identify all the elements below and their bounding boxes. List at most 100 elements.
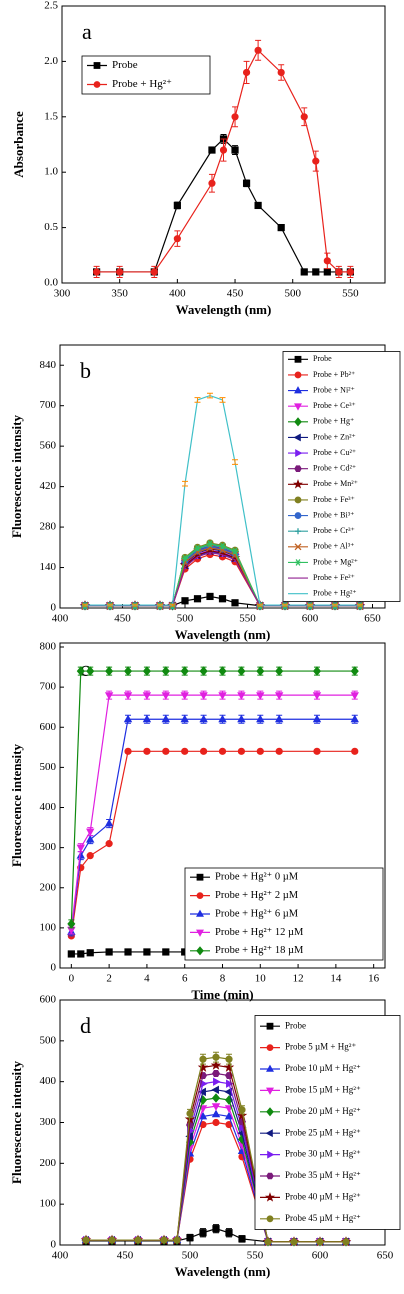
legend-box <box>81 55 211 95</box>
marker <box>86 949 94 957</box>
x-tick-label: 650 <box>364 613 381 625</box>
x-axis-title: Wavelength (nm) <box>175 1264 271 1279</box>
y-tick-label: 400 <box>40 1075 57 1087</box>
error-bar <box>219 397 226 403</box>
legend-label: Probe 35 µM + Hg²⁺ <box>285 1170 361 1180</box>
x-tick-label: 2 <box>106 973 112 985</box>
marker <box>173 1236 181 1244</box>
y-tick-label: 200 <box>40 881 57 893</box>
marker <box>194 544 201 552</box>
marker <box>208 146 216 154</box>
marker <box>256 714 265 723</box>
y-tick-label: 300 <box>40 841 57 853</box>
x-tick-label: 12 <box>293 973 304 985</box>
legend-label: Probe <box>313 354 332 363</box>
x-tick-label: 550 <box>239 613 256 625</box>
marker <box>160 1236 168 1244</box>
marker <box>212 1225 220 1233</box>
y-tick-label: 800 <box>40 641 57 653</box>
marker <box>104 692 114 700</box>
legend-label: Probe + Bi³⁺ <box>313 510 354 519</box>
legend-marker <box>93 62 101 69</box>
marker <box>231 146 239 154</box>
marker <box>211 1093 221 1103</box>
x-tick-label: 400 <box>169 288 186 300</box>
marker <box>67 950 75 958</box>
marker <box>180 692 189 700</box>
marker <box>134 1236 142 1244</box>
error-bar <box>307 603 313 607</box>
error-bar <box>107 603 113 607</box>
marker <box>197 1061 209 1072</box>
legend-box <box>282 351 401 602</box>
marker <box>256 666 265 676</box>
marker <box>211 1085 219 1095</box>
legend-box <box>184 867 384 961</box>
marker <box>256 692 265 700</box>
x-tick-label: 450 <box>227 288 244 300</box>
marker <box>225 1055 233 1063</box>
legend-label: Probe + Ni²⁺ <box>313 385 355 394</box>
y-axis-title: Fluorescence intensity <box>9 415 24 538</box>
legend-label: Probe + Pb²⁺ <box>313 370 355 379</box>
legend-marker <box>196 946 204 956</box>
marker <box>142 692 152 700</box>
y-tick-label: 700 <box>40 399 57 411</box>
marker <box>193 595 202 603</box>
legend-label: Probe + Cd²⁺ <box>313 464 356 473</box>
panel-label: a <box>82 19 92 44</box>
marker <box>219 542 226 550</box>
marker <box>225 1229 233 1237</box>
legend-label: Probe 10 µM + Hg²⁺ <box>285 1063 361 1073</box>
marker <box>242 179 251 187</box>
marker <box>323 257 331 265</box>
marker <box>231 599 239 607</box>
marker <box>198 1087 206 1097</box>
marker <box>242 68 251 77</box>
y-tick-label: 420 <box>40 480 57 492</box>
legend-marker <box>294 465 302 472</box>
x-tick-label: 650 <box>377 1250 394 1262</box>
y-axis-title: Fluorescence intensity <box>9 1061 24 1184</box>
y-tick-label: 1.0 <box>44 166 58 178</box>
x-tick-label: 600 <box>312 1250 329 1262</box>
y-tick-label: 0.0 <box>44 277 58 289</box>
legend-marker <box>265 1192 275 1202</box>
y-tick-label: 700 <box>40 681 57 693</box>
legend-label: Probe + Cu²⁺ <box>313 448 356 457</box>
marker <box>350 692 359 700</box>
legend-marker <box>266 1064 274 1072</box>
error-bar <box>82 603 88 607</box>
legend-marker <box>266 1172 274 1180</box>
error-bar <box>282 603 288 607</box>
x-axis-title: Wavelength (nm) <box>176 302 272 317</box>
marker <box>67 919 76 929</box>
legend-label: Probe + Hg⁺ <box>313 417 354 426</box>
marker <box>237 747 245 755</box>
marker <box>312 268 320 276</box>
x-axis-title: Time (min) <box>191 987 253 1002</box>
legend-label: Probe 20 µM + Hg²⁺ <box>285 1106 361 1116</box>
legend-label: Probe + Hg²⁺ 0 µM <box>215 872 299 883</box>
legend-marker <box>295 449 303 458</box>
marker <box>219 146 228 154</box>
marker <box>105 666 114 676</box>
legend-marker <box>267 1150 275 1159</box>
panel-label: c <box>80 656 90 681</box>
marker <box>212 1118 220 1127</box>
y-tick-label: 400 <box>40 801 57 813</box>
marker <box>206 544 214 552</box>
legend-marker <box>265 1129 273 1138</box>
marker <box>181 554 189 562</box>
marker <box>236 1110 248 1121</box>
legend-marker <box>294 371 302 379</box>
marker <box>162 948 170 956</box>
legend-label: Probe + Hg²⁺ 12 µM <box>215 927 304 938</box>
marker <box>143 747 151 755</box>
marker <box>218 666 227 676</box>
x-tick-label: 4 <box>144 973 150 985</box>
legend-label: Probe + Zn²⁺ <box>313 432 356 441</box>
marker <box>218 595 227 603</box>
marker <box>312 714 322 723</box>
x-tick-label: 300 <box>54 288 71 300</box>
